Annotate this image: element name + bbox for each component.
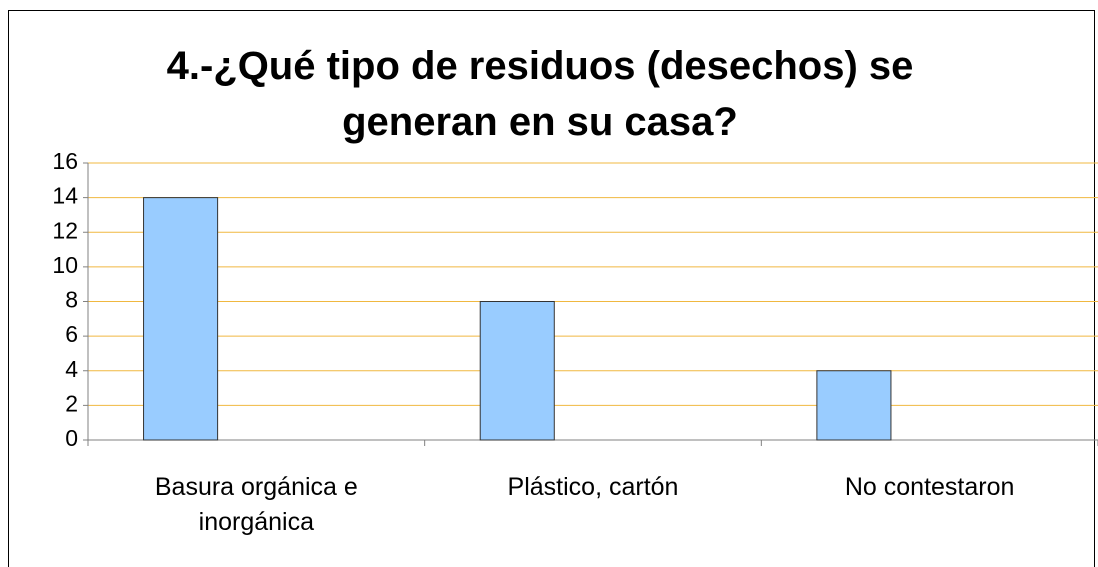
x-tick-label: No contestaron bbox=[844, 473, 1015, 501]
y-tick-label: 16 bbox=[52, 148, 78, 174]
frame bbox=[8, 10, 1095, 567]
bar bbox=[816, 370, 892, 441]
y-tick-label: 8 bbox=[65, 287, 78, 313]
y-tick-label: 10 bbox=[52, 252, 78, 278]
x-tick-label: Basura orgánica e inorgánica bbox=[154, 473, 358, 536]
y-tick-label: 12 bbox=[52, 217, 78, 243]
chart-title: 4.-¿Qué tipo de residuos (desechos) se g… bbox=[166, 44, 914, 144]
y-tick-label: 2 bbox=[65, 390, 78, 416]
bar bbox=[143, 197, 219, 441]
y-tick-label: 0 bbox=[65, 425, 78, 451]
bar bbox=[479, 301, 555, 441]
y-tick-label: 14 bbox=[52, 183, 78, 209]
x-tick-label: Plástico, cartón bbox=[507, 473, 679, 501]
y-tick-label: 6 bbox=[65, 321, 78, 347]
y-tick-label: 4 bbox=[65, 356, 78, 382]
